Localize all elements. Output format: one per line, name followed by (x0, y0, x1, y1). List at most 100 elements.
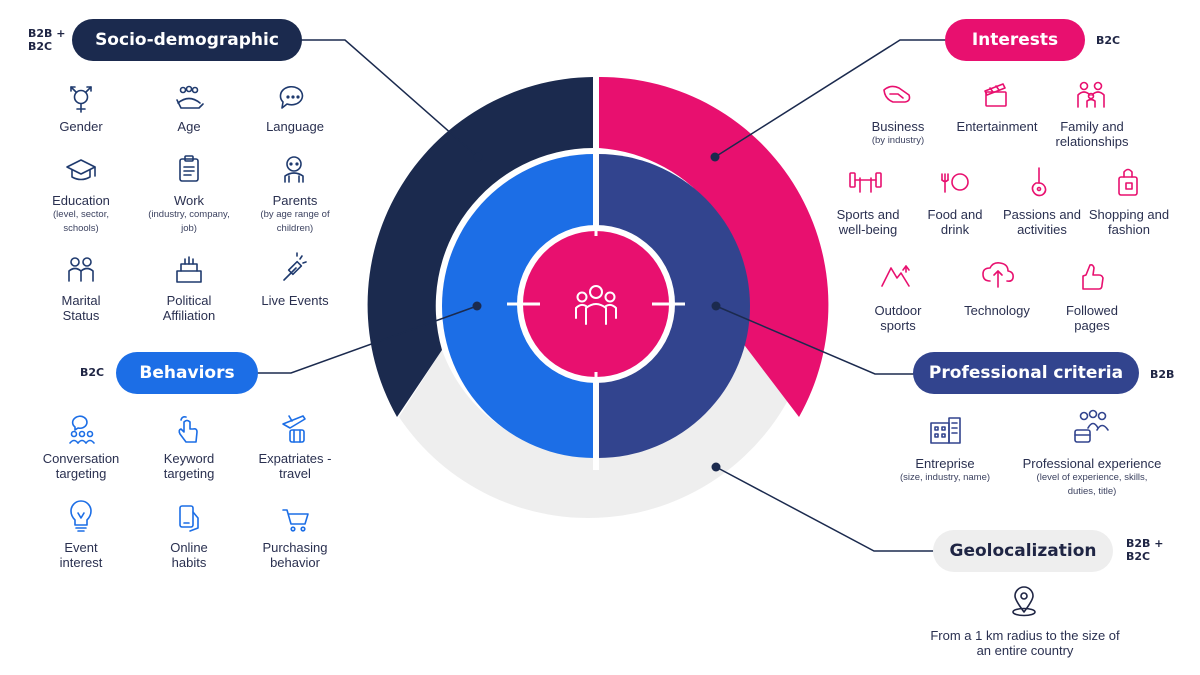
phone-hand-icon (179, 505, 199, 532)
connector-geo (715, 466, 936, 552)
professional-pill: Professional criteria (913, 352, 1139, 394)
item-label: Live Events (261, 293, 329, 308)
item-label: Sports and well-being (836, 207, 900, 237)
behaviors-item-expatriates: Expatriates - travel (233, 451, 357, 481)
item-label: Purchasing behavior (262, 540, 328, 570)
item-label: Food and drink (927, 207, 983, 237)
item-label: Technology (964, 303, 1030, 318)
interests-tag: B2C (1096, 34, 1121, 47)
ring-interests (599, 76, 829, 417)
geo-tag: B2B + B2C (1126, 537, 1164, 563)
item-label: Conversation targeting (42, 451, 120, 481)
item-label: Age (177, 119, 201, 134)
item-label: Keyword targeting (163, 451, 215, 481)
interests-item-technology: Technology (935, 303, 1059, 318)
item-label: Online habits (170, 540, 208, 570)
baby-icon (284, 156, 304, 183)
socio-item-live-events: Live Events (233, 293, 357, 308)
behaviors-item-purchasing: Purchasing behavior (233, 540, 357, 570)
item-label: Shopping and fashion (1088, 207, 1170, 237)
item-label: Passions and activities (1002, 207, 1082, 237)
ballot-box-icon (176, 256, 202, 283)
thumbs-up-icon (1082, 264, 1104, 290)
gender-icon (70, 86, 92, 113)
item-label: Entreprise (915, 456, 975, 471)
interests-item-passions: Passions and activities (980, 207, 1104, 237)
family-icon (1077, 81, 1105, 108)
cart-icon (282, 509, 309, 532)
professional-tag: B2B (1150, 368, 1175, 381)
interests-item-shopping: Shopping and fashion (1067, 207, 1191, 237)
item-sub: (size, industry, name) (899, 472, 991, 483)
socio-demographic-pill: Socio-demographic (72, 19, 302, 61)
connector-behaviors (257, 305, 478, 374)
item-label: Political Affiliation (162, 293, 216, 323)
behaviors-item-keyword: Keyword targeting (127, 451, 251, 481)
handshake-icon (883, 85, 911, 103)
connector-interests (714, 39, 946, 158)
professional-item-entreprise: Entreprise (size, industry, name) (880, 456, 1010, 485)
item-label: Marital Status (61, 293, 101, 323)
socio-tag: B2B + B2C (28, 27, 66, 53)
item-label: Language (266, 119, 324, 134)
item-label: Expatriates - travel (258, 451, 332, 481)
behaviors-item-conversation: Conversation targeting (19, 451, 143, 481)
item-label: Family and relationships (1055, 119, 1129, 149)
socio-item-marital-status: Marital Status (19, 293, 143, 323)
interests-pill: Interests (945, 19, 1085, 61)
food-icon (941, 173, 969, 193)
dot-professional (711, 301, 721, 311)
item-sub: (by age range of children) (260, 209, 330, 234)
item-label: Followed pages (1065, 303, 1119, 333)
item-label: Professional experience (1022, 456, 1162, 471)
item-label: Parents (272, 193, 318, 208)
item-label: Work (173, 193, 205, 208)
age-icon (176, 85, 204, 109)
dot-socio (473, 152, 483, 162)
keyword-hand-icon (178, 416, 198, 443)
item-sub: (industry, company, job) (148, 209, 230, 234)
graduation-cap-icon (66, 159, 96, 181)
lightbulb-icon (70, 500, 92, 532)
dot-interests (710, 152, 720, 162)
item-label: Outdoor sports (874, 303, 922, 333)
item-label: Education (52, 193, 110, 208)
audience-group-icon (575, 285, 617, 325)
dot-behaviors (472, 301, 482, 311)
couple-icon (68, 257, 94, 282)
item-label: Entertainment (956, 119, 1038, 134)
item-sub: (by industry) (871, 135, 925, 146)
geo-note: From a 1 km radius to the size of an ent… (930, 628, 1120, 658)
interests-item-entertainment: Entertainment (935, 119, 1059, 134)
socio-item-work: Work (industry, company, job) (127, 193, 251, 236)
dumbbell-icon (849, 172, 882, 193)
language-icon (279, 86, 304, 109)
ring-geolocalization (399, 342, 797, 519)
map-pin-icon (1012, 586, 1036, 617)
socio-item-language: Language (233, 119, 357, 134)
item-label: Gender (59, 119, 103, 134)
behaviors-item-online-habits: Online habits (127, 540, 251, 570)
behaviors-pill: Behaviors (116, 352, 258, 394)
ring-socio-demographic (367, 77, 593, 417)
socio-item-parents: Parents (by age range of children) (233, 193, 357, 236)
interests-item-food: Food and drink (893, 207, 1017, 237)
socio-item-age: Age (127, 119, 251, 134)
conversation-group-icon (69, 415, 95, 444)
behaviors-tag: B2C (80, 366, 105, 379)
cloud-upload-icon (982, 262, 1014, 288)
interests-item-family: Family and relationships (1030, 119, 1154, 149)
clapperboard-icon (984, 83, 1007, 107)
team-icon (1074, 409, 1109, 443)
item-sub: (level of experience, skills, duties, ti… (1036, 472, 1148, 497)
connector-socio (300, 39, 479, 158)
interests-item-sports: Sports and well-being (806, 207, 930, 237)
shopping-bag-icon (1118, 168, 1138, 196)
behaviors-item-event-interest: Event interest (19, 540, 143, 570)
interests-item-outdoor: Outdoor sports (836, 303, 960, 333)
interests-item-business: Business (by industry) (836, 119, 960, 148)
socio-item-political-affiliation: Political Affiliation (127, 293, 251, 323)
socio-item-education: Education (level, sector, schools) (19, 193, 143, 236)
item-label: Business (871, 119, 925, 134)
